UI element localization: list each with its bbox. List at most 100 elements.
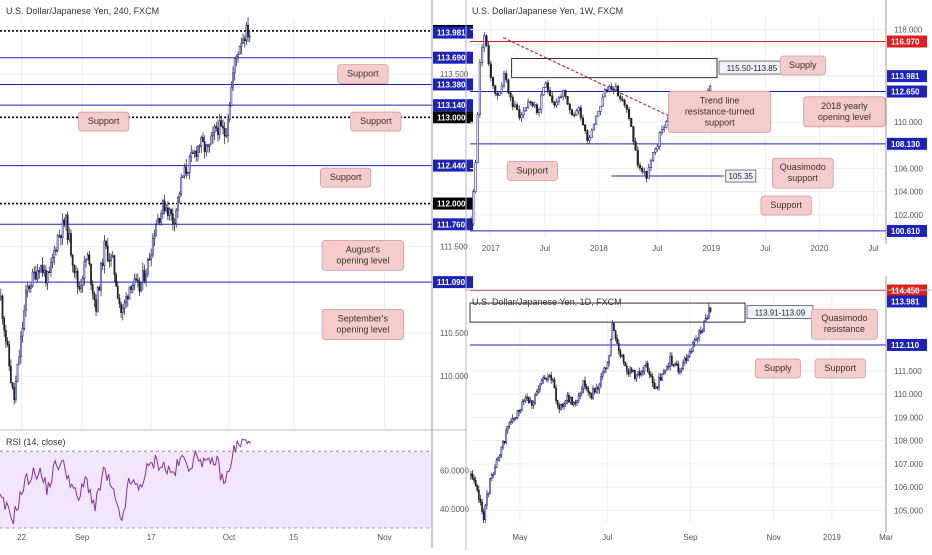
candle-body [511, 96, 514, 108]
candle-body [476, 114, 479, 164]
annotation-callout[interactable]: Trend line resistance-turned support [668, 90, 772, 133]
candle-body [623, 100, 626, 106]
candle-body [48, 271, 51, 273]
annotation-callout[interactable]: Support [760, 195, 812, 216]
y-tick-label: 111.000 [894, 367, 922, 376]
candle-body [68, 233, 71, 240]
candle-body [537, 388, 540, 393]
annotation-callout[interactable]: September's opening level [321, 309, 405, 340]
candle-body [519, 409, 522, 413]
candle-body [592, 388, 594, 399]
candle-body [80, 285, 82, 290]
candle-body [148, 258, 151, 261]
h4-chart-panel[interactable]: Support Support Support Support August's open… [0, 0, 473, 548]
level-price-tag [433, 99, 473, 112]
rsi-title: RSI (14, close) [6, 437, 66, 447]
x-tick-label: Nov [377, 533, 391, 542]
candle-body [210, 135, 213, 145]
d1-chart-panel[interactable]: 113.91-113.09 Quasimodo resistance Supply S… [469, 276, 932, 542]
candle-body [638, 164, 642, 169]
candle-body [643, 171, 646, 173]
candle-body [635, 374, 638, 379]
candle-body [654, 148, 657, 153]
candle-body [85, 259, 87, 262]
candle-body [551, 95, 554, 103]
candle-body [577, 395, 580, 402]
candle-body [568, 395, 570, 403]
candle-body [608, 355, 611, 363]
candle-body [70, 233, 72, 256]
y-tick-label: 111.500 [440, 243, 468, 252]
candle-body [111, 255, 114, 257]
candle-body [572, 402, 575, 406]
candle-body [665, 121, 668, 128]
level-price-tag [887, 35, 927, 48]
candle-body [487, 492, 490, 495]
level-price-tag [433, 78, 473, 91]
level-price-label: 112.000 [437, 200, 466, 209]
candle-body [473, 477, 475, 481]
annotation-callout[interactable]: 2018 yearly opening level [803, 96, 886, 128]
annotation-callout[interactable]: Supply [779, 55, 826, 76]
annotation-callout[interactable]: Support [506, 160, 559, 181]
w1-chart-panel[interactable]: 115.50-113.85 105.35 Supply Trend line res… [470, 0, 932, 253]
rsi-panel[interactable]: 60.0000 40.0000 RSI (14, close) [0, 429, 469, 530]
candle-body [598, 383, 601, 390]
annotation-callout[interactable]: Support [78, 111, 130, 132]
annotation-callout[interactable]: Quasimodo resistance [811, 308, 878, 340]
annotation-text: Support [517, 165, 549, 175]
candle-body [606, 362, 609, 370]
candle-body [650, 374, 652, 377]
y-tick-label: 106.000 [894, 165, 923, 174]
candle-body [709, 307, 712, 312]
candle-body [545, 378, 548, 380]
zone-label: 115.50-113.85 [727, 64, 778, 73]
x-tick-label: 2020 [811, 244, 829, 253]
candle-body [240, 42, 243, 47]
candle-body [637, 371, 639, 375]
annotation-callout[interactable]: Supply [754, 358, 801, 379]
candle-body [588, 391, 591, 395]
trendline[interactable] [503, 37, 695, 129]
candle-body [163, 200, 166, 211]
candle-body [529, 400, 532, 403]
annotation-callout[interactable]: August's opening level [321, 239, 405, 271]
candle-body [248, 35, 251, 38]
y-tick-label: 108.000 [894, 437, 923, 446]
x-tick-label: Mar [879, 533, 893, 542]
candle-body [579, 392, 582, 397]
candle-body [653, 382, 656, 389]
candle-body [680, 368, 683, 372]
candle-body [502, 73, 506, 87]
candle-body [88, 254, 91, 265]
annotation-callout[interactable]: Quasimodo support [772, 157, 834, 189]
candle-body [100, 262, 102, 291]
y-tick-label: 118.000 [894, 26, 923, 35]
candle-body [669, 355, 672, 367]
candle-body [481, 501, 483, 512]
candle-body [156, 217, 159, 225]
candle-body [634, 369, 636, 379]
candle-body [521, 401, 524, 411]
annotation-callout[interactable]: Support [337, 64, 389, 85]
supply-zone[interactable] [511, 58, 718, 79]
annotation-callout[interactable]: Support [319, 167, 372, 188]
rsi-y-tick: 60.0000 [440, 466, 469, 475]
candle-body [155, 224, 158, 237]
candle-body [577, 107, 580, 112]
candle-body [165, 207, 168, 211]
x-tick-label: Jul [868, 244, 878, 253]
candle-body [652, 152, 655, 161]
candle-body [83, 261, 86, 280]
annotation-text: August's opening level [336, 244, 389, 265]
candle-body [505, 429, 508, 444]
candle-body [616, 85, 620, 97]
annotation-callout[interactable]: Support [814, 358, 866, 379]
candle-body [133, 278, 136, 286]
candle-body [180, 177, 183, 195]
x-tick-label: Jul [652, 244, 662, 253]
candle-body [603, 89, 606, 98]
annotation-callout[interactable]: Support [350, 111, 402, 132]
candle-body [60, 234, 62, 238]
supply-zone[interactable] [469, 302, 746, 323]
